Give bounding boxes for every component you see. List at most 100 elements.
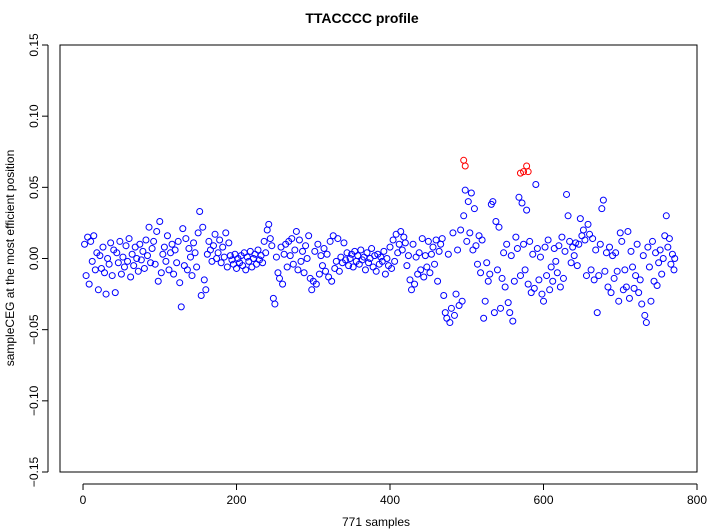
data-point bbox=[276, 274, 283, 282]
data-point bbox=[145, 223, 153, 231]
data-point bbox=[182, 235, 190, 243]
data-point bbox=[342, 256, 349, 264]
data-point bbox=[148, 245, 156, 253]
data-point bbox=[515, 193, 523, 201]
x-tick-label: 600 bbox=[533, 493, 553, 507]
data-point bbox=[81, 240, 89, 248]
data-point bbox=[504, 299, 512, 307]
data-point bbox=[85, 280, 93, 288]
data-point bbox=[599, 196, 607, 204]
plot-frame bbox=[59, 44, 698, 473]
data-point bbox=[552, 257, 560, 265]
data-point bbox=[294, 266, 302, 274]
data-point bbox=[612, 249, 620, 257]
data-point bbox=[160, 243, 168, 251]
data-point bbox=[523, 206, 531, 214]
data-point bbox=[381, 270, 389, 278]
data-point bbox=[424, 237, 432, 245]
data-point bbox=[299, 247, 307, 255]
data-point bbox=[315, 270, 323, 278]
data-point bbox=[530, 284, 538, 292]
y-tick-label: 0.10 bbox=[27, 104, 41, 128]
data-point bbox=[655, 259, 663, 267]
data-point bbox=[127, 273, 135, 281]
data-point bbox=[380, 247, 388, 255]
data-point bbox=[653, 282, 661, 290]
data-point bbox=[185, 245, 193, 253]
data-point bbox=[460, 212, 468, 220]
data-point bbox=[365, 259, 373, 267]
data-point bbox=[177, 303, 185, 311]
data-point bbox=[627, 247, 635, 255]
data-point bbox=[223, 263, 231, 271]
data-point bbox=[303, 255, 311, 262]
data-point bbox=[320, 245, 328, 253]
data-point bbox=[209, 242, 217, 250]
data-point bbox=[176, 279, 184, 287]
data-point bbox=[111, 289, 119, 297]
data-point bbox=[520, 240, 528, 248]
data-point bbox=[420, 273, 428, 281]
data-point bbox=[549, 277, 557, 285]
data-point bbox=[497, 304, 505, 312]
highlighted-data-point bbox=[520, 168, 528, 176]
data-point bbox=[193, 263, 201, 271]
y-axis: −0.15 −0.10 −0.05 0.00 0.05 0.10 0.15 bbox=[27, 33, 49, 487]
data-point bbox=[659, 255, 667, 262]
data-point bbox=[279, 280, 287, 288]
data-point bbox=[589, 235, 597, 243]
data-point bbox=[516, 272, 524, 280]
data-point bbox=[513, 245, 521, 253]
data-point bbox=[492, 217, 500, 225]
data-point bbox=[618, 237, 626, 245]
data-point bbox=[601, 267, 609, 275]
data-point bbox=[584, 220, 592, 228]
data-point bbox=[87, 237, 95, 245]
data-point bbox=[150, 237, 158, 245]
data-point bbox=[576, 215, 584, 223]
data-point bbox=[429, 243, 437, 251]
data-point bbox=[434, 277, 442, 285]
data-point bbox=[630, 284, 638, 292]
data-point bbox=[82, 272, 90, 280]
data-point bbox=[536, 253, 544, 261]
data-point bbox=[133, 255, 141, 262]
data-point bbox=[340, 239, 348, 247]
data-point bbox=[526, 237, 534, 245]
data-point bbox=[408, 286, 415, 294]
data-point bbox=[159, 250, 167, 258]
data-point bbox=[88, 257, 96, 265]
data-point bbox=[265, 220, 273, 228]
data-point bbox=[153, 227, 161, 235]
data-point bbox=[449, 229, 457, 237]
data-point bbox=[596, 240, 604, 248]
data-point bbox=[427, 250, 435, 258]
data-point bbox=[312, 280, 320, 288]
data-point bbox=[573, 262, 581, 270]
data-point bbox=[345, 262, 353, 270]
data-point bbox=[107, 239, 115, 247]
data-point bbox=[268, 242, 276, 250]
data-point bbox=[615, 297, 623, 305]
data-point bbox=[389, 236, 397, 244]
data-point bbox=[493, 266, 501, 274]
data-point bbox=[165, 266, 173, 274]
data-point bbox=[426, 269, 434, 277]
data-point bbox=[464, 198, 472, 206]
data-point bbox=[477, 269, 485, 277]
data-point bbox=[484, 277, 492, 285]
data-point bbox=[142, 236, 150, 244]
data-point bbox=[242, 266, 250, 274]
data-point bbox=[386, 243, 394, 251]
data-point bbox=[130, 262, 138, 270]
data-points bbox=[81, 156, 679, 327]
data-point bbox=[670, 266, 678, 274]
data-point bbox=[466, 229, 474, 237]
data-point bbox=[326, 237, 334, 245]
data-point bbox=[328, 277, 336, 285]
data-point bbox=[444, 250, 452, 258]
data-point bbox=[137, 256, 145, 264]
data-point bbox=[567, 259, 575, 267]
data-point bbox=[636, 276, 644, 284]
data-point bbox=[658, 270, 666, 278]
